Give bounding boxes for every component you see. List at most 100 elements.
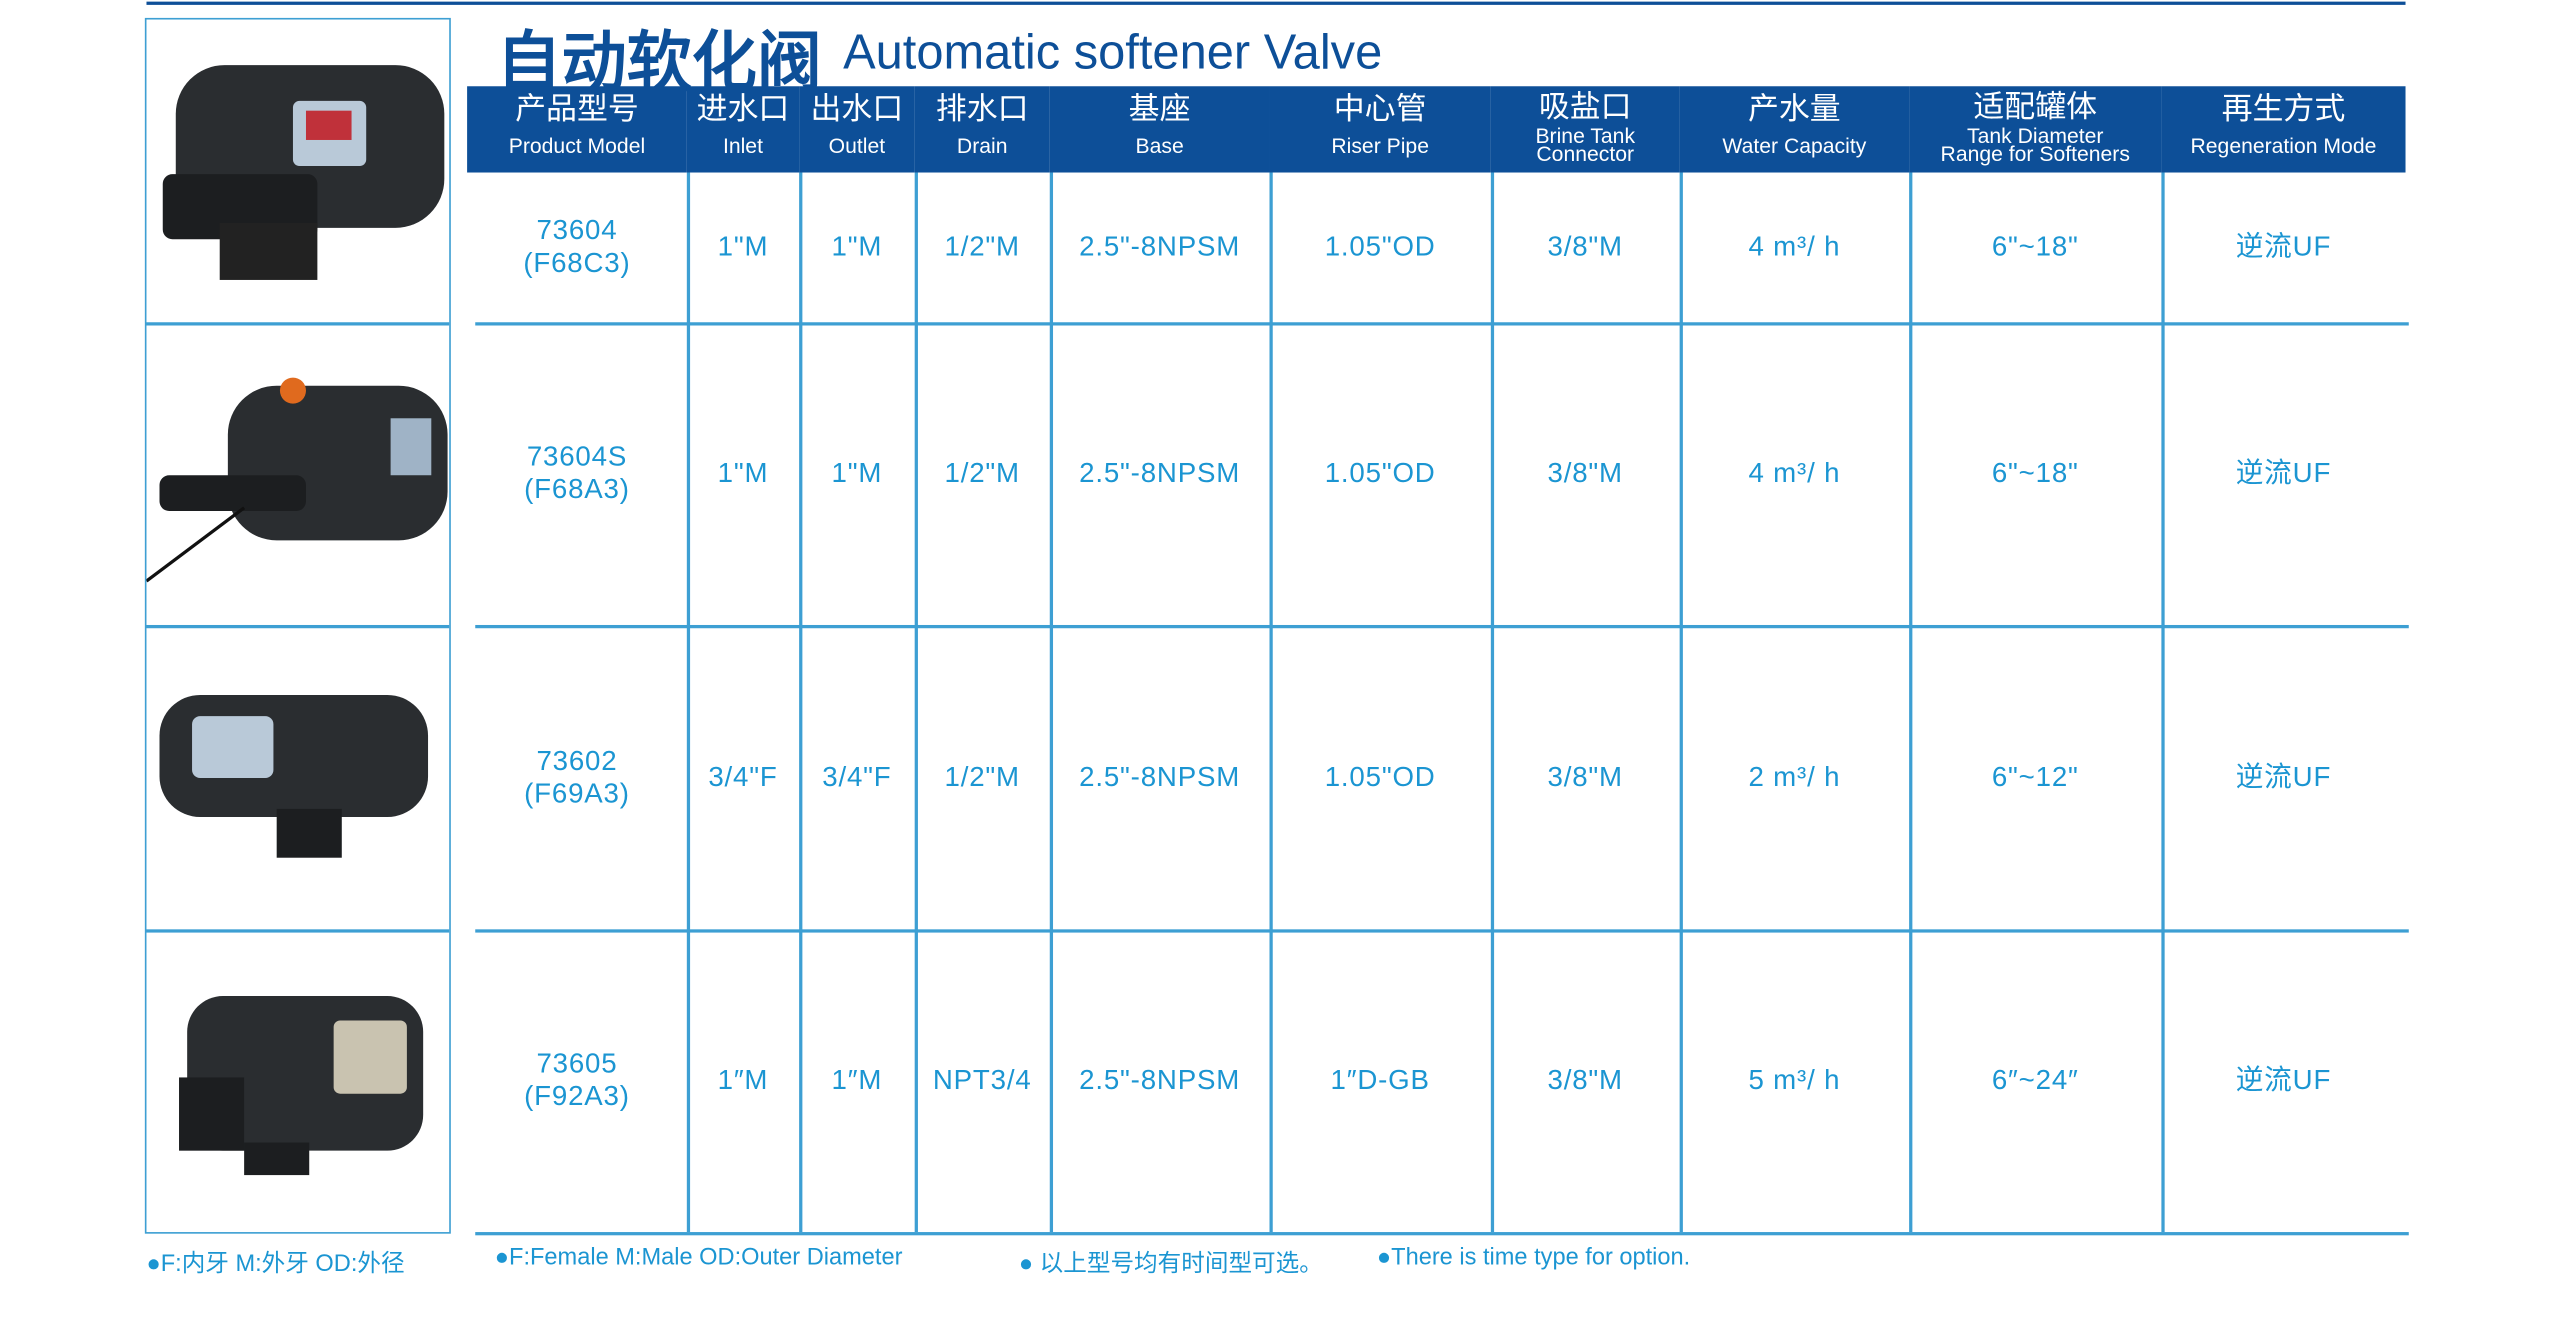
table-cell: 4 m³/ h [1680, 322, 1909, 625]
cell-line: 73602 [536, 744, 618, 776]
header-cn: 产品型号 [515, 92, 639, 127]
table-cell: 4 m³/ h [1680, 173, 1909, 323]
header-en: Range for Softeners [1940, 141, 2130, 167]
table-cell: 3/4"F [799, 625, 915, 929]
header-en: Product Model [508, 133, 646, 158]
cell-line: (F69A3) [524, 777, 630, 809]
header-cn: 基座 [1128, 92, 1191, 127]
cell-text: 5 m³/ h [1748, 1064, 1841, 1096]
cell-text: 6"~18" [1991, 457, 2079, 489]
valve-image [162, 65, 445, 280]
table-cell: NPT3/4 [915, 929, 1050, 1232]
row-line [475, 624, 2409, 628]
cell-text: 6″~24″ [1991, 1064, 2079, 1096]
row-line [475, 322, 2409, 325]
header-en: Water Capacity [1722, 133, 1867, 158]
valve-image [146, 377, 448, 583]
table-cell: 1/2"M [915, 322, 1050, 625]
cell-text: 3/8"M [1547, 231, 1623, 263]
cell-text: 2.5"-8NPSM [1079, 231, 1241, 263]
table-cell: 1"M [687, 322, 799, 625]
column-line [1049, 172, 1053, 1233]
header-cn: 再生方式 [2221, 92, 2346, 127]
table-cell: 73604 (F68C3) [467, 173, 687, 323]
header-cell: 基座 Base [1049, 86, 1270, 173]
table-cell: 逆流UF [2161, 625, 2405, 929]
cell-text: 3/4"F [822, 760, 892, 792]
table-cell: 2 m³/ h [1680, 625, 1909, 929]
cell-text: 1/2"M [944, 760, 1020, 792]
header-en: Base [1135, 133, 1184, 158]
top-rule [146, 1, 2406, 5]
cell-line: 73605 [536, 1048, 618, 1080]
table-cell: 6"~12" [1909, 625, 2161, 929]
cell-text: 1″M [717, 1064, 769, 1096]
table-cell: 1"M [687, 173, 799, 323]
cell-text: 1"M [717, 457, 769, 489]
header-en: Outlet [828, 133, 886, 158]
table-cell: 1.05"OD [1269, 625, 1490, 929]
header-cn: 排水口 [935, 92, 1029, 127]
header-cell: 适配罐体 Tank Diameter Range for Softeners [1909, 86, 2162, 173]
header-en: Inlet [722, 133, 763, 158]
cell-text: 2.5"-8NPSM [1079, 457, 1241, 489]
cell-text: 1/2"M [944, 231, 1020, 263]
table-cell: 3/8"M [1491, 322, 1680, 625]
cell-text: 4 m³/ h [1748, 231, 1841, 263]
cell-text: 3/8"M [1547, 1064, 1623, 1096]
table-cell: 2.5"-8NPSM [1050, 625, 1270, 929]
footnote: ●F:内牙 M:外牙 OD:外径 [146, 1251, 405, 1278]
cell-text: 1″D-GB [1330, 1064, 1430, 1096]
column-line [1490, 172, 1494, 1233]
table-cell: 6"~18" [1909, 322, 2161, 625]
table-cell: 3/8"M [1491, 173, 1680, 323]
header-cell: 产水量 Water Capacity [1679, 86, 1910, 173]
table-cell: 1″M [799, 929, 915, 1232]
table-cell: 1/2"M [915, 625, 1050, 929]
table-cell: 6"~18" [1909, 173, 2161, 323]
cell-text: 4 m³/ h [1748, 457, 1841, 489]
column-line [1269, 172, 1272, 1233]
table-cell: 73602 (F69A3) [467, 625, 687, 929]
title-en: Automatic softener Valve [843, 26, 1383, 80]
cell-text: 逆流UF [2235, 1064, 2332, 1096]
table-cell: 3/8"M [1491, 929, 1680, 1232]
table-cell: 1″D-GB [1269, 929, 1490, 1232]
cell-line: (F92A3) [524, 1080, 630, 1112]
product-images [146, 65, 448, 1176]
header-en: Riser Pipe [1331, 133, 1429, 158]
image-divider [146, 322, 450, 325]
cell-text: 逆流UF [2235, 760, 2332, 792]
table-cell: 1.05"OD [1269, 173, 1490, 323]
header-cell: 再生方式 Regeneration Mode [2161, 86, 2406, 173]
table-cell: 3/4"F [687, 625, 799, 929]
table-cell: 1/2"M [915, 173, 1050, 323]
cell-text: 2.5"-8NPSM [1079, 760, 1241, 792]
cell-line: (F68A3) [524, 473, 630, 505]
header-cell: 进水口 Inlet [686, 86, 800, 173]
cell-text: 3/8"M [1547, 457, 1623, 489]
cell-text: 1.05"OD [1324, 231, 1436, 263]
table-cell: 1.05"OD [1269, 322, 1490, 625]
header-cell: 中心管 Riser Pipe [1269, 86, 1491, 173]
footnote: ●There is time type for option. [1376, 1245, 1691, 1272]
table-cell: 逆流UF [2161, 929, 2405, 1232]
column-line [914, 172, 918, 1233]
header-en: Tank Diameter [1967, 123, 2104, 149]
header-en: Drain [956, 133, 1008, 158]
column-line [686, 172, 690, 1233]
cell-text: 1"M [831, 457, 883, 489]
cell-line: 73604S [526, 441, 628, 472]
valve-image [159, 694, 429, 858]
header-cn: 进水口 [696, 92, 790, 127]
cell-text: 1"M [831, 231, 883, 263]
cell-text: 6"~12" [1991, 760, 2079, 792]
cell-text: 1"M [717, 231, 769, 263]
header-cn: 适配罐体 [1973, 91, 2098, 126]
table-cell: 73604S (F68A3) [467, 322, 687, 625]
cell-text: 1.05"OD [1324, 457, 1436, 489]
cell-line: (F68C3) [523, 247, 631, 279]
table-cell: 2.5"-8NPSM [1050, 929, 1270, 1232]
